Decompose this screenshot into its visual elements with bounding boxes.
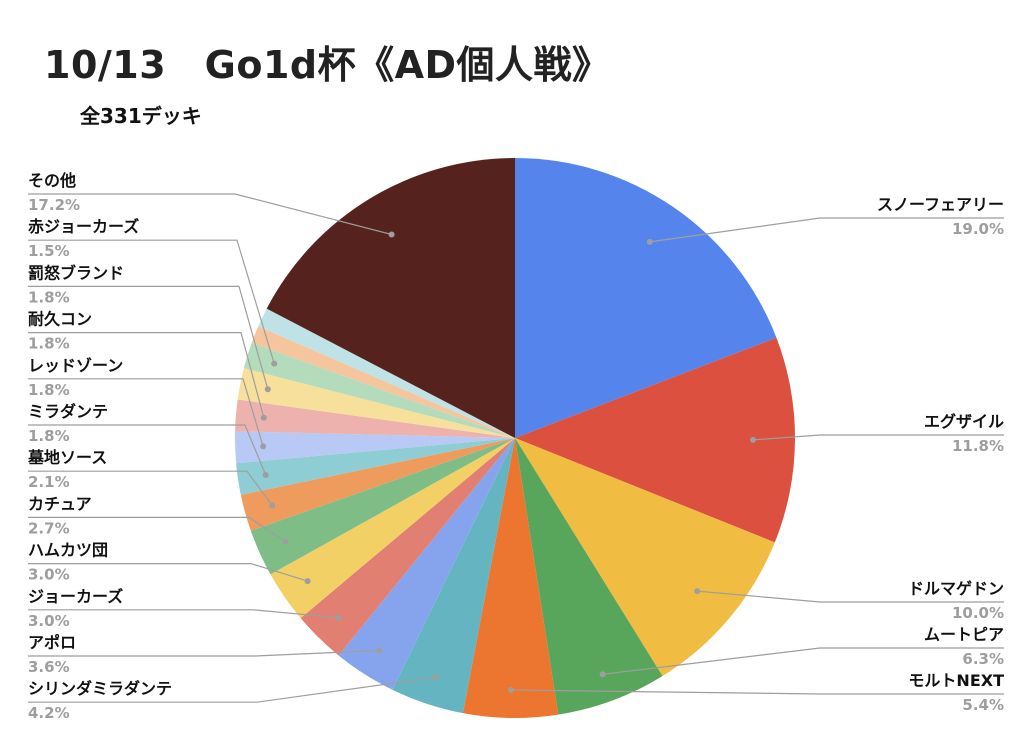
leader-dot bbox=[282, 538, 289, 545]
leader-dot bbox=[335, 614, 342, 621]
leader-dot bbox=[388, 231, 395, 238]
pie-slice bbox=[250, 438, 515, 575]
pie-slice bbox=[237, 368, 515, 438]
leader-dot bbox=[269, 502, 276, 509]
leader-line bbox=[510, 689, 1004, 695]
pie-slice bbox=[392, 438, 515, 714]
leader-line bbox=[28, 285, 269, 390]
leader-dot bbox=[750, 436, 756, 443]
slice-label: カチュア bbox=[28, 494, 92, 513]
slice-label: ドルマゲドン bbox=[908, 579, 1004, 598]
chart-subtitle: 全331デッキ bbox=[80, 104, 202, 128]
slice-label: 罰怒ブランド bbox=[28, 263, 124, 282]
leader-dot bbox=[304, 578, 311, 585]
slice-percent-label: 10.0% bbox=[952, 604, 1004, 622]
pie-slice bbox=[338, 438, 515, 690]
leader-line bbox=[28, 424, 267, 476]
slice-percent-label: 1.8% bbox=[28, 427, 70, 445]
leader-line bbox=[28, 676, 436, 703]
slice-label: ミラダンテ bbox=[28, 402, 108, 421]
pie-slice bbox=[515, 438, 775, 677]
leader-dot bbox=[376, 647, 383, 654]
slice-label: ムートピア bbox=[924, 625, 1004, 644]
leader-dot bbox=[264, 386, 271, 393]
slice-label: モルトNEXT bbox=[908, 671, 1004, 690]
pie-slice bbox=[235, 399, 515, 438]
leader-dot bbox=[646, 238, 653, 245]
leader-line bbox=[602, 647, 1004, 675]
slice-label: その他 bbox=[28, 171, 76, 190]
pie-slice bbox=[243, 342, 515, 438]
slice-percent-label: 2.7% bbox=[28, 519, 70, 537]
pie-slice bbox=[258, 308, 515, 438]
leader-line bbox=[28, 332, 265, 418]
leader-dot bbox=[432, 674, 439, 681]
leader-line bbox=[649, 217, 1004, 243]
leader-line bbox=[28, 516, 286, 542]
leader-dot bbox=[599, 671, 606, 678]
pie-slice bbox=[515, 158, 777, 438]
pie-slices bbox=[235, 157, 796, 719]
slice-percent-label: 3.0% bbox=[28, 612, 70, 630]
leader-line bbox=[28, 378, 264, 447]
leader-dot bbox=[694, 588, 701, 595]
slice-percent-label: 1.8% bbox=[28, 288, 70, 306]
pie-slice bbox=[300, 438, 515, 656]
pie-slice bbox=[270, 438, 515, 619]
leader-line bbox=[28, 193, 392, 236]
leader-line bbox=[28, 562, 308, 582]
pie-slice bbox=[515, 337, 796, 543]
pie-slice bbox=[251, 326, 515, 438]
leader-line bbox=[28, 649, 380, 657]
slice-percent-label: 1.8% bbox=[28, 335, 70, 353]
leader-lines bbox=[28, 193, 1004, 703]
pie-slice bbox=[240, 438, 515, 531]
slice-percent-label: 17.2% bbox=[28, 196, 80, 214]
leader-line bbox=[28, 239, 275, 364]
leader-dot bbox=[260, 443, 267, 450]
pie-slice bbox=[235, 431, 516, 464]
slice-label: スノーフェアリー bbox=[877, 195, 1004, 214]
slice-label: レッドゾーン bbox=[28, 356, 123, 375]
slice-label: ジョーカーズ bbox=[28, 587, 123, 606]
slice-label: アポロ bbox=[28, 633, 76, 652]
slice-label: シリンダミラダンテ bbox=[28, 679, 172, 698]
slice-percent-label: 4.2% bbox=[28, 704, 70, 722]
slice-label: ハムカツ団 bbox=[28, 541, 108, 560]
leader-dot bbox=[271, 360, 278, 367]
slice-percent-label: 2.1% bbox=[28, 473, 70, 491]
slice-labels: スノーフェアリー 19.0% エグザイル 11.8% ドルマゲドン 10.0% ムートピア 6… bbox=[27, 171, 1004, 722]
pie-slice bbox=[266, 157, 515, 438]
slice-percent-label: 3.0% bbox=[28, 566, 70, 584]
pie-slice bbox=[462, 438, 559, 719]
chart-title: 10/13 Go1d杯《AD個人戦》 bbox=[44, 43, 611, 87]
slice-label: 墓地ソース bbox=[27, 448, 107, 467]
leader-dot bbox=[260, 414, 267, 421]
leader-line bbox=[752, 434, 1004, 441]
slice-percent-label: 1.5% bbox=[28, 242, 70, 260]
leader-line bbox=[697, 590, 1004, 603]
slice-percent-label: 3.6% bbox=[28, 658, 70, 676]
leader-line bbox=[28, 470, 273, 506]
slice-label: エグザイル bbox=[924, 412, 1004, 431]
slice-percent-label: 19.0% bbox=[952, 220, 1004, 238]
leader-dot bbox=[508, 687, 514, 693]
pie-slice bbox=[515, 438, 663, 715]
leader-line bbox=[28, 609, 339, 619]
slice-percent-label: 11.8% bbox=[952, 437, 1004, 455]
slice-label: 赤ジョーカーズ bbox=[28, 217, 139, 236]
leader-dot bbox=[262, 472, 269, 478]
pie-slice bbox=[236, 438, 515, 495]
slice-percent-label: 6.3% bbox=[962, 650, 1004, 668]
slice-percent-label: 5.4% bbox=[962, 696, 1004, 714]
slice-percent-label: 1.8% bbox=[28, 381, 70, 399]
slice-label: 耐久コン bbox=[28, 310, 92, 329]
